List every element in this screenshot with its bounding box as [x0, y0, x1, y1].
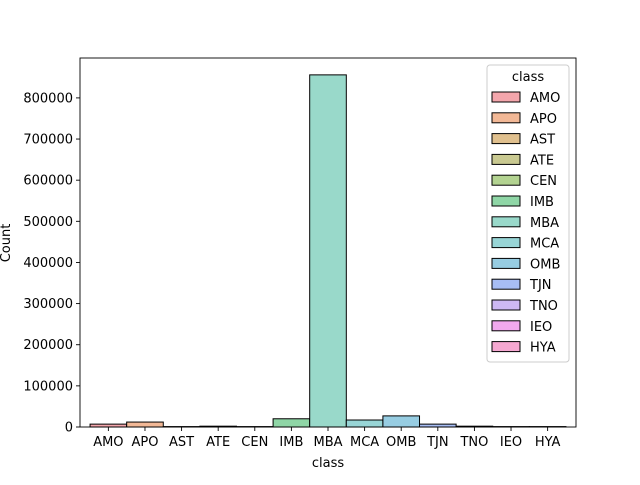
legend-swatch-cen [492, 175, 520, 185]
legend-swatch-ieo [492, 321, 520, 331]
x-tick-label: HYA [535, 435, 561, 450]
legend-label-omb: OMB [530, 257, 560, 272]
x-tick-label: APO [131, 435, 158, 450]
y-tick-label: 600000 [23, 174, 73, 189]
legend-swatch-amo [492, 92, 520, 102]
legend-swatch-imb [492, 196, 520, 206]
y-tick-label: 0 [65, 421, 73, 436]
bar-mca [346, 420, 383, 427]
x-tick-label: AST [169, 435, 194, 450]
legend-title: class [512, 70, 544, 85]
legend-swatch-ate [492, 154, 520, 164]
legend-label-amo: AMO [530, 91, 560, 106]
legend-frame [487, 65, 569, 362]
x-tick-label: TJN [426, 435, 449, 450]
legend-label-ieo: IEO [530, 320, 552, 335]
x-tick-label: TNO [459, 435, 488, 450]
legend-swatch-ast [492, 134, 520, 144]
legend-label-tno: TNO [529, 299, 558, 314]
y-axis-label: Count [0, 224, 14, 263]
x-tick-label: CEN [241, 435, 268, 450]
x-tick-label: MCA [350, 435, 379, 450]
x-axis-label: class [312, 456, 344, 471]
y-tick-label: 700000 [23, 133, 73, 148]
x-tick-label: IEO [500, 435, 522, 450]
legend-label-cen: CEN [530, 174, 557, 189]
y-tick-label: 400000 [23, 256, 73, 271]
y-tick-label: 200000 [23, 338, 73, 353]
legend-swatch-mba [492, 217, 520, 227]
legend-label-ate: ATE [530, 153, 554, 168]
legend-label-apo: APO [530, 112, 557, 127]
y-tick-label: 100000 [23, 379, 73, 394]
legend-label-tjn: TJN [529, 278, 552, 293]
legend-label-ast: AST [530, 133, 555, 148]
y-tick-label: 500000 [23, 215, 73, 230]
legend-swatch-apo [492, 113, 520, 123]
legend-label-hya: HYA [530, 341, 556, 356]
x-tick-label: IMB [279, 435, 303, 450]
x-tick-label: ATE [206, 435, 230, 450]
bar-apo [127, 422, 164, 427]
x-tick-label: OMB [386, 435, 416, 450]
legend-label-imb: IMB [530, 195, 554, 210]
legend-swatch-hya [492, 342, 520, 352]
legend: class AMO APO AST ATE CEN IMB MBA MCA OMB TJN TNO IE… [487, 65, 569, 362]
bar-imb [273, 419, 310, 427]
y-tick-label: 300000 [23, 297, 73, 312]
x-tick-label: MBA [313, 435, 342, 450]
y-tick-label: 800000 [23, 91, 73, 106]
bar-omb [383, 416, 420, 427]
legend-swatch-mca [492, 238, 520, 248]
legend-label-mca: MCA [530, 237, 559, 252]
legend-swatch-tjn [492, 279, 520, 289]
bar-mba [310, 75, 347, 427]
legend-swatch-tno [492, 300, 520, 310]
legend-swatch-omb [492, 258, 520, 268]
x-tick-label: AMO [93, 435, 123, 450]
legend-label-mba: MBA [530, 216, 559, 231]
